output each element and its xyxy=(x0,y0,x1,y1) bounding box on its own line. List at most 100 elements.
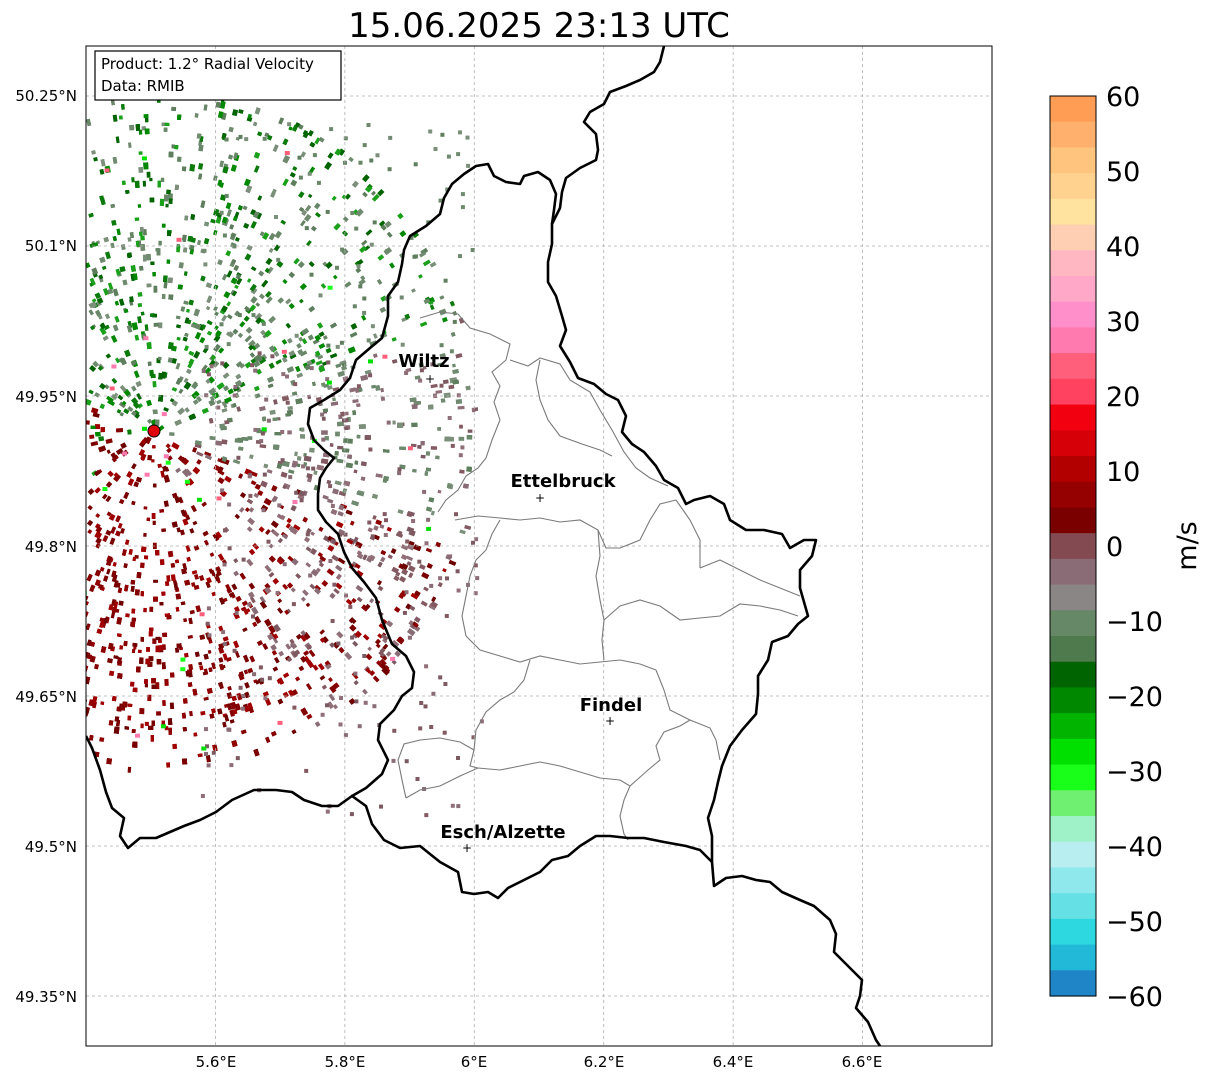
radar-echo-cell xyxy=(140,636,144,642)
radar-echo-cell xyxy=(342,216,349,223)
radar-echo-cell xyxy=(330,322,337,329)
radar-echo-cell xyxy=(115,447,124,455)
radar-echo-cell xyxy=(454,512,458,517)
radar-echo-cell xyxy=(207,649,212,654)
radar-echo-cell xyxy=(372,704,377,709)
radar-echo-cell xyxy=(292,463,297,468)
radar-echo-cell xyxy=(106,555,113,563)
radar-echo-cell xyxy=(180,667,186,672)
map-frame xyxy=(85,45,993,1047)
radar-echo-cell xyxy=(270,520,279,528)
radar-echo-cell xyxy=(409,623,416,630)
radar-echo-cell xyxy=(204,451,212,457)
radar-echo-cell xyxy=(187,634,194,639)
radar-echo-cell xyxy=(250,363,255,368)
radar-echo-cell xyxy=(99,737,105,743)
radar-echo-cell xyxy=(116,428,123,433)
radar-echo-cell xyxy=(465,135,470,140)
radar-echo-cell xyxy=(351,500,359,507)
radar-echo-cell xyxy=(217,179,223,187)
radar-echo-cell xyxy=(119,498,125,505)
radar-echo-cell xyxy=(299,350,308,357)
colorbar-segment xyxy=(1050,558,1096,586)
radar-echo-cell xyxy=(126,253,131,259)
radar-echo-cell xyxy=(466,466,472,472)
radar-echo-cell xyxy=(456,152,461,157)
radar-echo-cell xyxy=(171,521,178,528)
radar-echo-cell xyxy=(380,387,385,393)
radar-echo-cell xyxy=(127,237,132,242)
radar-echo-cell xyxy=(283,672,290,679)
radar-echo-cell xyxy=(241,557,246,562)
radar-echo-cell xyxy=(189,710,193,717)
radar-echo-cell xyxy=(315,360,323,366)
city-ettelbruck: Ettelbruck + xyxy=(510,471,616,505)
radar-echo-cell xyxy=(266,418,271,423)
radar-echo-cell xyxy=(321,430,328,435)
radar-echo-cell xyxy=(305,466,310,471)
radar-echo-cell xyxy=(288,350,296,357)
radar-echo-cell xyxy=(121,400,127,406)
radar-echo-cell xyxy=(116,409,122,414)
radar-echo-cell xyxy=(332,274,338,280)
radar-echo-cell xyxy=(146,342,152,350)
radar-echo-cell xyxy=(90,325,95,331)
radar-echo-cell xyxy=(193,584,200,590)
radar-echo-cell xyxy=(270,191,276,198)
radar-echo-cell xyxy=(227,686,232,691)
x-tick-label: 5.6°E xyxy=(196,1053,237,1071)
radar-echo-cell xyxy=(184,579,191,586)
radar-echo-cell xyxy=(182,468,191,478)
colorbar-tick-label: −50 xyxy=(1106,907,1163,938)
radar-echo-cell xyxy=(247,113,253,119)
radar-echo-cell xyxy=(108,720,114,726)
radar-echo-cell xyxy=(225,657,232,662)
radar-echo-cell xyxy=(199,665,204,671)
radar-echo-cell xyxy=(236,692,243,701)
radar-echo-cell xyxy=(218,466,224,473)
radar-echo-cell xyxy=(267,376,275,383)
radar-echo-cell xyxy=(221,305,228,313)
radar-echo-cell xyxy=(90,407,99,414)
radar-echo-cell xyxy=(188,663,194,671)
radar-echo-cell xyxy=(201,746,207,751)
radar-echo-cell xyxy=(121,180,126,186)
radar-echo-cell xyxy=(198,140,203,146)
radar-echo-cell xyxy=(121,104,125,110)
radar-echo-cell xyxy=(134,217,140,221)
radar-echo-cell xyxy=(155,636,161,641)
radar-echo-cell xyxy=(300,434,305,439)
radar-echo-cell xyxy=(87,529,93,535)
radar-echo-cell xyxy=(446,154,451,159)
radar-echo-cell xyxy=(233,640,240,649)
radar-echo-cell xyxy=(350,323,358,330)
radar-echo-cell xyxy=(175,593,182,600)
radar-echo-cell xyxy=(232,648,237,653)
radar-echo-cell xyxy=(134,334,140,341)
radar-echo-cell xyxy=(187,669,193,674)
radar-echo-cell xyxy=(314,584,322,592)
radar-echo-cell xyxy=(181,712,186,719)
radar-echo-cell xyxy=(127,406,134,412)
radar-echo-cell xyxy=(144,721,149,726)
radar-echo-cell xyxy=(404,313,411,320)
radar-echo-cell xyxy=(309,272,314,277)
radar-echo-cell xyxy=(118,401,126,409)
radar-echo-cell xyxy=(204,393,209,398)
radar-echo-cell xyxy=(160,724,166,729)
radar-echo-cell xyxy=(294,490,299,495)
radar-echo-cell xyxy=(206,306,211,311)
radar-echo-cell xyxy=(440,132,445,137)
city-label: Esch/Alzette xyxy=(440,822,565,843)
radar-echo-cell xyxy=(90,425,96,429)
radar-echo-cell xyxy=(233,264,240,271)
radar-echo-cell xyxy=(349,331,358,338)
radar-echo-cell xyxy=(232,244,237,249)
radar-echo-cell xyxy=(272,633,279,640)
radar-echo-cell xyxy=(254,385,260,392)
radar-echo-cell xyxy=(367,527,373,533)
radar-echo-cell xyxy=(258,270,265,277)
radar-echo-cell xyxy=(286,366,295,373)
radar-echo-cell xyxy=(399,295,404,300)
radar-echo-cell xyxy=(330,401,339,406)
